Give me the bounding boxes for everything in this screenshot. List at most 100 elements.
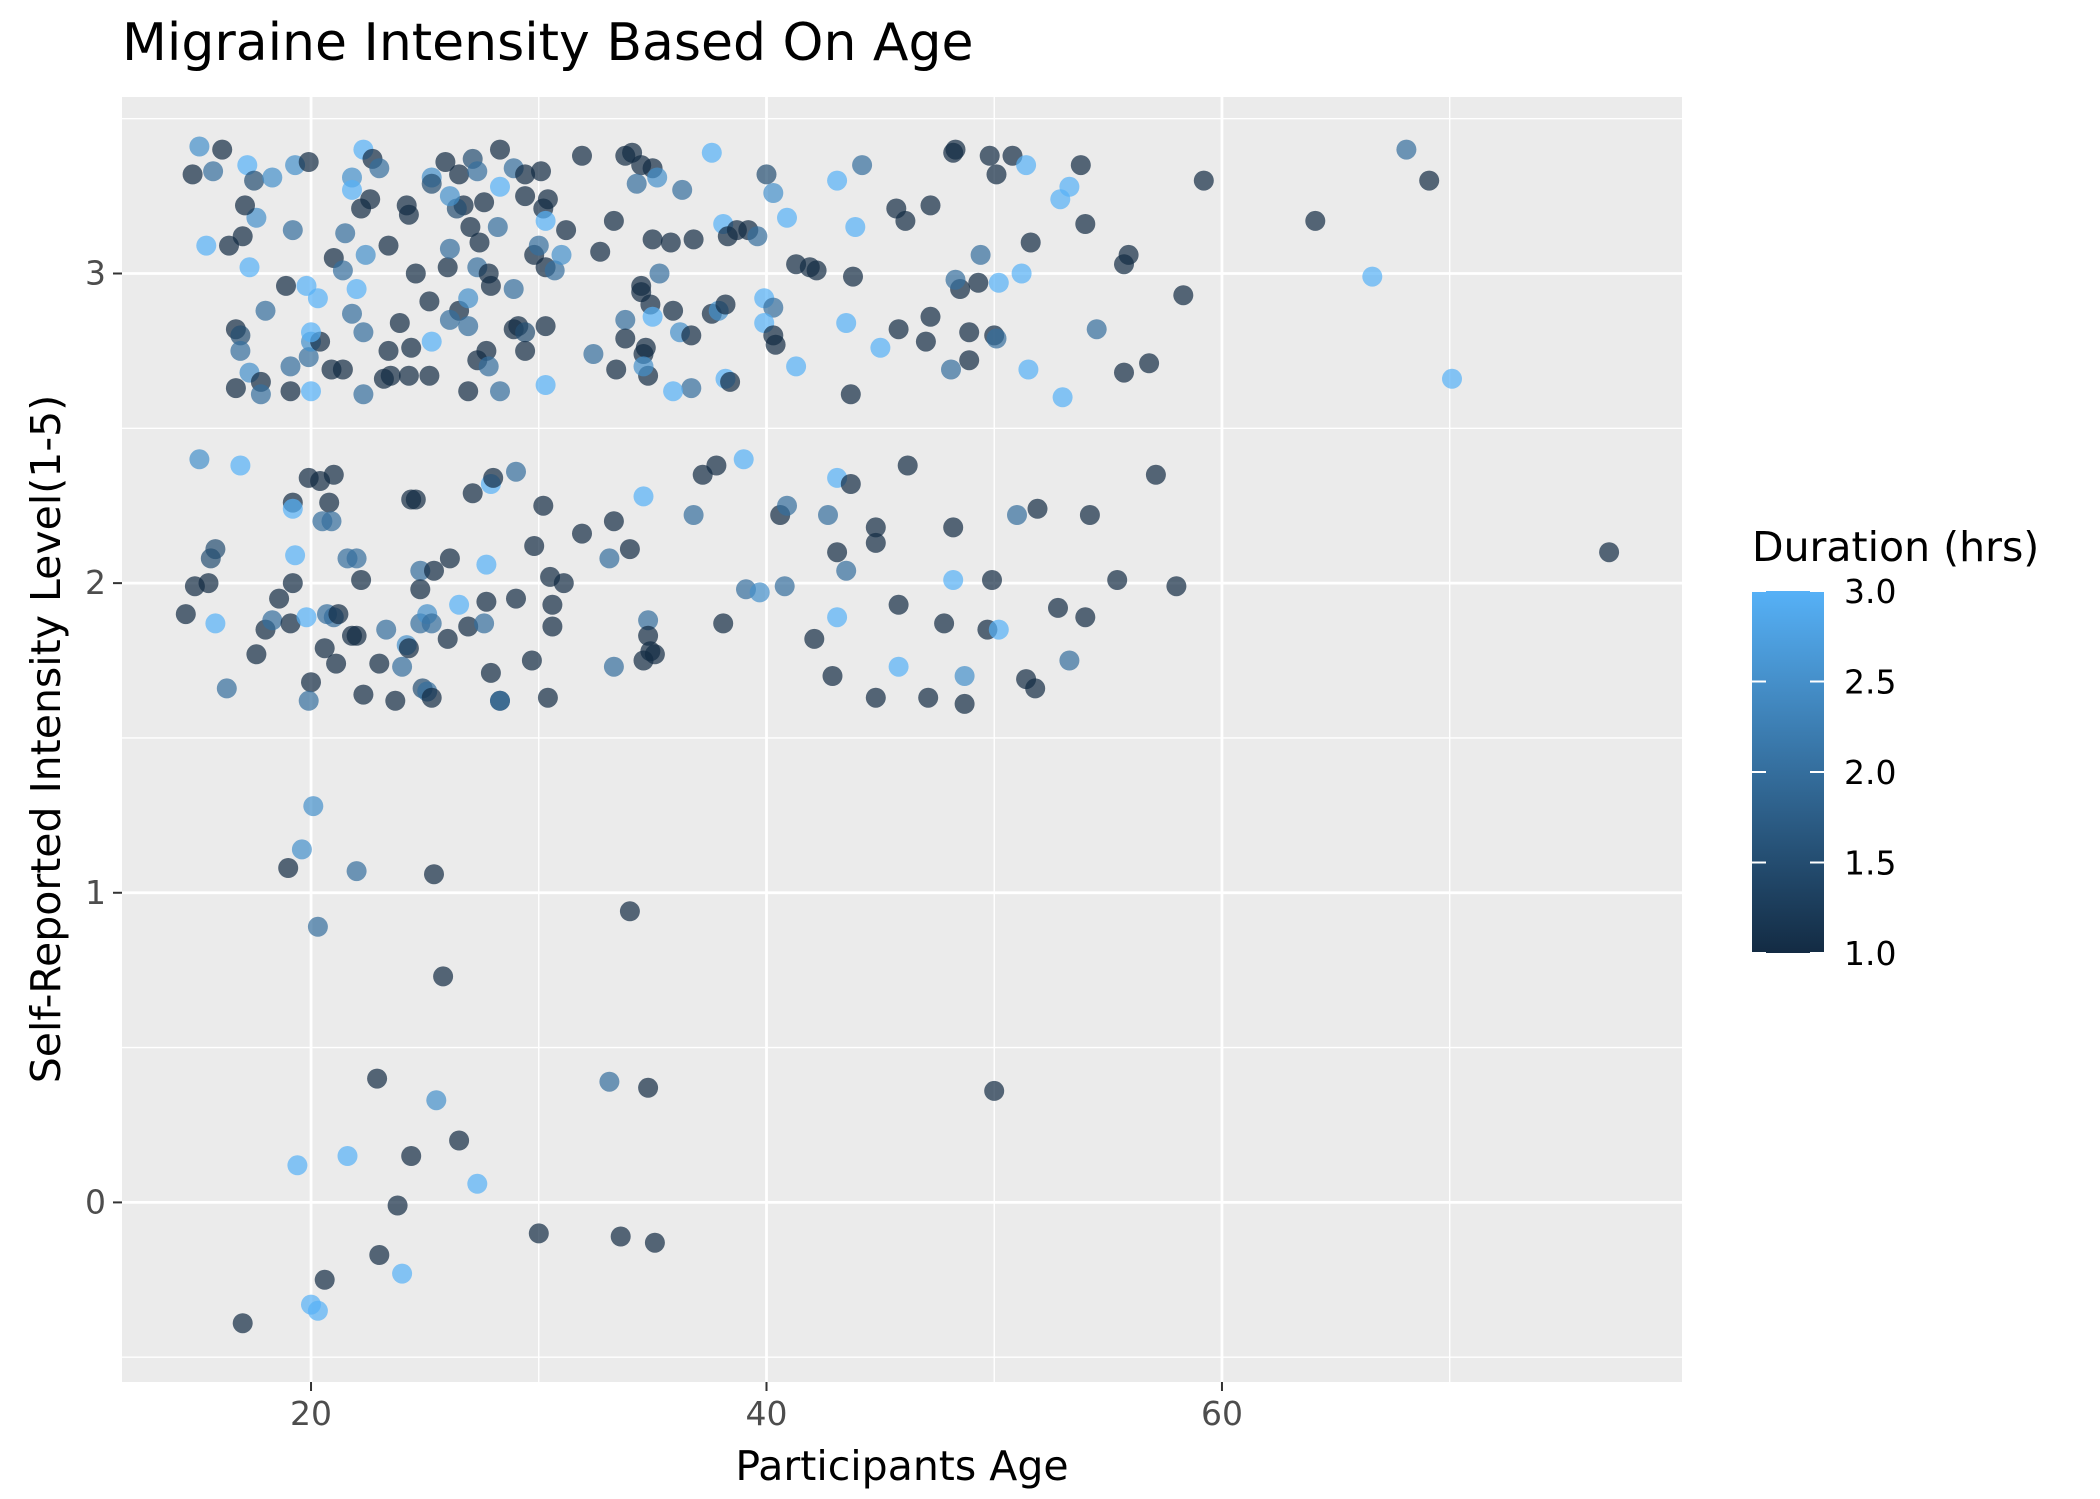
data-point [920, 306, 941, 327]
data-point [346, 548, 367, 569]
data-point [986, 164, 1007, 185]
data-point [387, 1195, 408, 1216]
data-point [945, 139, 966, 160]
y-tick-label: 1 [85, 873, 106, 912]
y-axis: 0 1 2 3 [85, 253, 122, 1221]
data-point [1059, 650, 1080, 671]
data-point [533, 495, 554, 516]
data-point [619, 901, 640, 922]
data-point [439, 186, 460, 207]
legend-label: 3.0 [1844, 572, 1896, 611]
data-point [610, 1226, 631, 1247]
data-point [230, 340, 251, 361]
data-point [663, 300, 684, 321]
data-point [720, 371, 741, 392]
data-point [342, 303, 362, 324]
data-point [642, 229, 663, 250]
data-point [777, 207, 797, 228]
data-point [804, 628, 825, 649]
data-point [239, 257, 260, 278]
data-point [307, 288, 328, 309]
data-point [715, 294, 736, 315]
data-point [1075, 607, 1096, 628]
data-point [1011, 263, 1032, 284]
data-point [615, 309, 636, 330]
data-point [478, 356, 499, 377]
data-point [369, 653, 390, 674]
data-point [515, 340, 536, 361]
data-point [747, 226, 768, 247]
data-point [369, 1245, 390, 1265]
data-point [1599, 542, 1620, 563]
data-point [367, 1068, 388, 1089]
data-point [943, 570, 964, 590]
data-point [225, 378, 246, 399]
data-point [503, 279, 524, 299]
data-point [301, 381, 321, 402]
data-point [480, 275, 501, 296]
data-point [255, 300, 276, 321]
data-point [633, 486, 654, 507]
data-point [392, 1263, 413, 1284]
data-point [763, 297, 784, 318]
data-point [959, 322, 980, 343]
data-point [421, 331, 442, 352]
data-point [954, 693, 975, 714]
data-point [175, 604, 196, 625]
y-axis-title: Self-Reported Intensity Level(1-5) [22, 395, 70, 1084]
data-point [462, 483, 483, 504]
data-point [713, 613, 734, 634]
data-point [332, 260, 353, 281]
data-point [483, 467, 504, 488]
data-point [515, 186, 536, 207]
data-point [235, 195, 255, 216]
data-point [1075, 214, 1096, 234]
data-point [1052, 387, 1073, 408]
data-point [706, 455, 727, 476]
data-point [421, 613, 442, 634]
data-point [232, 226, 253, 247]
data-point [476, 554, 497, 575]
data-point [506, 461, 526, 482]
data-point [282, 498, 303, 519]
data-point [1419, 170, 1440, 191]
data-point [369, 158, 390, 179]
data-point [298, 347, 319, 368]
data-point [1070, 155, 1091, 176]
data-point [342, 179, 362, 200]
data-point [298, 152, 319, 172]
data-point [458, 316, 479, 337]
x-tick-label: 40 [745, 1394, 787, 1433]
data-point [619, 539, 640, 560]
data-point [405, 263, 426, 284]
data-point [897, 455, 918, 476]
data-point [490, 690, 510, 711]
data-point [216, 678, 237, 699]
data-point [1173, 285, 1194, 306]
chart-title: Migraine Intensity Based On Age [122, 13, 974, 73]
data-point [378, 235, 399, 256]
data-point [424, 560, 444, 581]
data-point [1114, 362, 1134, 383]
data-points [175, 136, 1620, 1334]
data-point [701, 142, 722, 163]
data-point [490, 139, 510, 160]
data-point [269, 588, 290, 609]
data-point [337, 1146, 358, 1166]
data-point [572, 523, 592, 544]
data-point [524, 536, 545, 556]
data-point [852, 155, 873, 176]
data-point [398, 638, 419, 659]
data-point [285, 545, 306, 566]
data-point [246, 644, 267, 665]
data-point [535, 316, 556, 337]
data-point [843, 266, 863, 287]
data-point [681, 325, 702, 346]
data-point [421, 173, 442, 194]
legend-label: 2.0 [1844, 753, 1896, 792]
data-point [733, 449, 754, 470]
data-point [437, 628, 458, 649]
data-point [660, 232, 681, 253]
data-point [346, 279, 367, 299]
data-point [749, 582, 770, 603]
